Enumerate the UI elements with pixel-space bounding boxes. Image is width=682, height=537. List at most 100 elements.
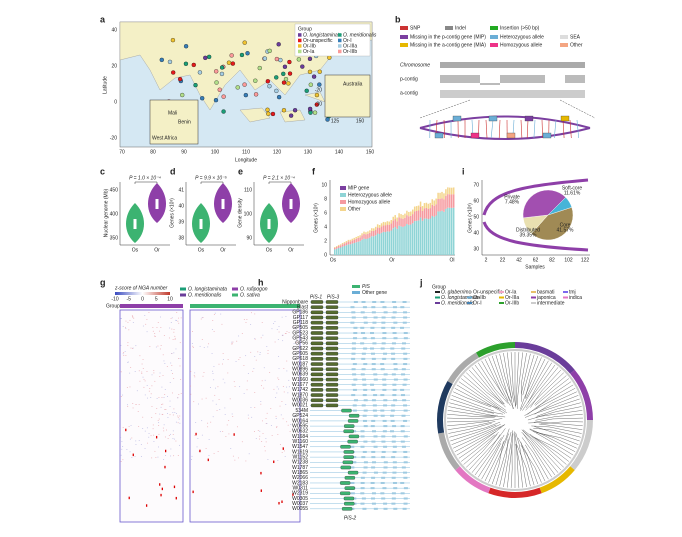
tick-label: 100	[244, 211, 253, 217]
bar-segment	[382, 221, 385, 226]
legend-swatch	[340, 207, 346, 211]
other-gene	[370, 326, 375, 329]
other-gene	[403, 461, 408, 464]
heat-cell	[246, 380, 248, 382]
bar-segment	[376, 224, 379, 228]
heat-cell	[170, 362, 172, 364]
pi-gene	[310, 367, 324, 371]
sample-dot	[274, 75, 279, 80]
core-curve	[482, 221, 589, 252]
heat-cell	[172, 339, 174, 340]
heatmap	[119, 309, 184, 523]
bar-segment	[413, 206, 416, 212]
heat-cell	[295, 438, 297, 440]
bar-segment	[394, 215, 396, 220]
sample-label: W1742	[292, 387, 308, 393]
bar-segment	[390, 230, 393, 255]
tree-branch	[497, 406, 507, 414]
heat-cell	[179, 342, 181, 344]
legend-swatch	[499, 296, 504, 299]
heat-cell	[156, 408, 158, 409]
sample-dot	[253, 78, 258, 83]
heat-cell	[225, 436, 227, 437]
heat-cell	[285, 404, 287, 405]
heat-cell	[192, 347, 194, 348]
heat-cell	[288, 379, 290, 381]
heat-cell	[132, 316, 134, 318]
heat-cell	[180, 317, 182, 319]
tree-branch	[499, 353, 506, 378]
heat-cell	[193, 401, 195, 403]
other-gene	[391, 497, 396, 500]
bar-segment	[361, 235, 363, 240]
other-gene	[402, 342, 407, 345]
sample-dot	[242, 40, 247, 45]
other-gene	[352, 409, 357, 412]
other-gene	[350, 507, 355, 510]
heat-cell	[149, 346, 151, 347]
tree-branch	[529, 354, 535, 371]
tree-branch	[478, 424, 497, 433]
tree-branch	[535, 467, 542, 483]
sample-dot	[214, 69, 219, 74]
pi-gene	[310, 341, 324, 346]
p-contig	[440, 75, 585, 85]
heat-cell	[278, 368, 280, 370]
pi-gene	[340, 445, 351, 449]
heat-cell	[136, 390, 138, 392]
gene-box	[470, 132, 480, 139]
legend-item: Heterozygous allele	[348, 192, 392, 198]
heat-cell	[179, 415, 181, 417]
heat-cell	[129, 386, 131, 388]
other-gene	[370, 337, 375, 340]
bracket	[200, 181, 224, 184]
other-gene	[373, 435, 378, 438]
bar-segment	[367, 238, 369, 255]
bar-segment	[443, 199, 445, 212]
tick-label: 22	[500, 257, 506, 263]
heat-cell	[190, 385, 192, 387]
sample-dot	[287, 71, 293, 76]
heat-cell	[195, 432, 197, 436]
heat-cell	[170, 369, 172, 371]
sample-dot	[288, 113, 294, 118]
tree-branch	[538, 423, 563, 428]
other-gene	[351, 342, 356, 345]
tree-branch	[557, 402, 581, 410]
bar-segment	[451, 194, 453, 208]
sample-label: W0164	[292, 418, 308, 424]
bar-segment	[437, 211, 439, 255]
heat-cell	[177, 455, 179, 456]
heat-cell	[278, 501, 280, 505]
pi-gene	[310, 315, 324, 320]
sample-dot	[307, 106, 313, 112]
tree-branch	[516, 352, 520, 390]
legend-swatch	[467, 291, 472, 293]
heat-cell	[128, 329, 130, 331]
tree-branch	[494, 402, 507, 411]
other-gene	[403, 435, 408, 438]
pie-slice	[522, 189, 566, 219]
heat-cell	[142, 376, 144, 378]
other-gene	[360, 326, 365, 329]
tick-label: 41	[178, 187, 184, 193]
legend-item: Missing in the p-contig gene (MIP)	[410, 34, 486, 40]
heat-cell	[152, 327, 154, 328]
box	[155, 199, 159, 209]
other-gene	[401, 445, 406, 448]
heat-cell	[282, 335, 284, 336]
heat-cell	[157, 420, 159, 421]
other-gene	[361, 404, 366, 407]
heat-cell	[296, 342, 298, 343]
tree-branch	[468, 438, 498, 471]
heat-cell	[207, 426, 209, 428]
heat-cell	[131, 437, 133, 439]
sample-label: W0036	[292, 398, 308, 404]
inset-label: Australia	[343, 81, 363, 87]
heat-cell	[286, 370, 288, 372]
bar-segment	[406, 224, 408, 255]
other-gene	[370, 497, 375, 500]
tick-label: 70	[119, 149, 125, 155]
other-gene	[370, 487, 375, 490]
sample-dot	[170, 37, 176, 43]
